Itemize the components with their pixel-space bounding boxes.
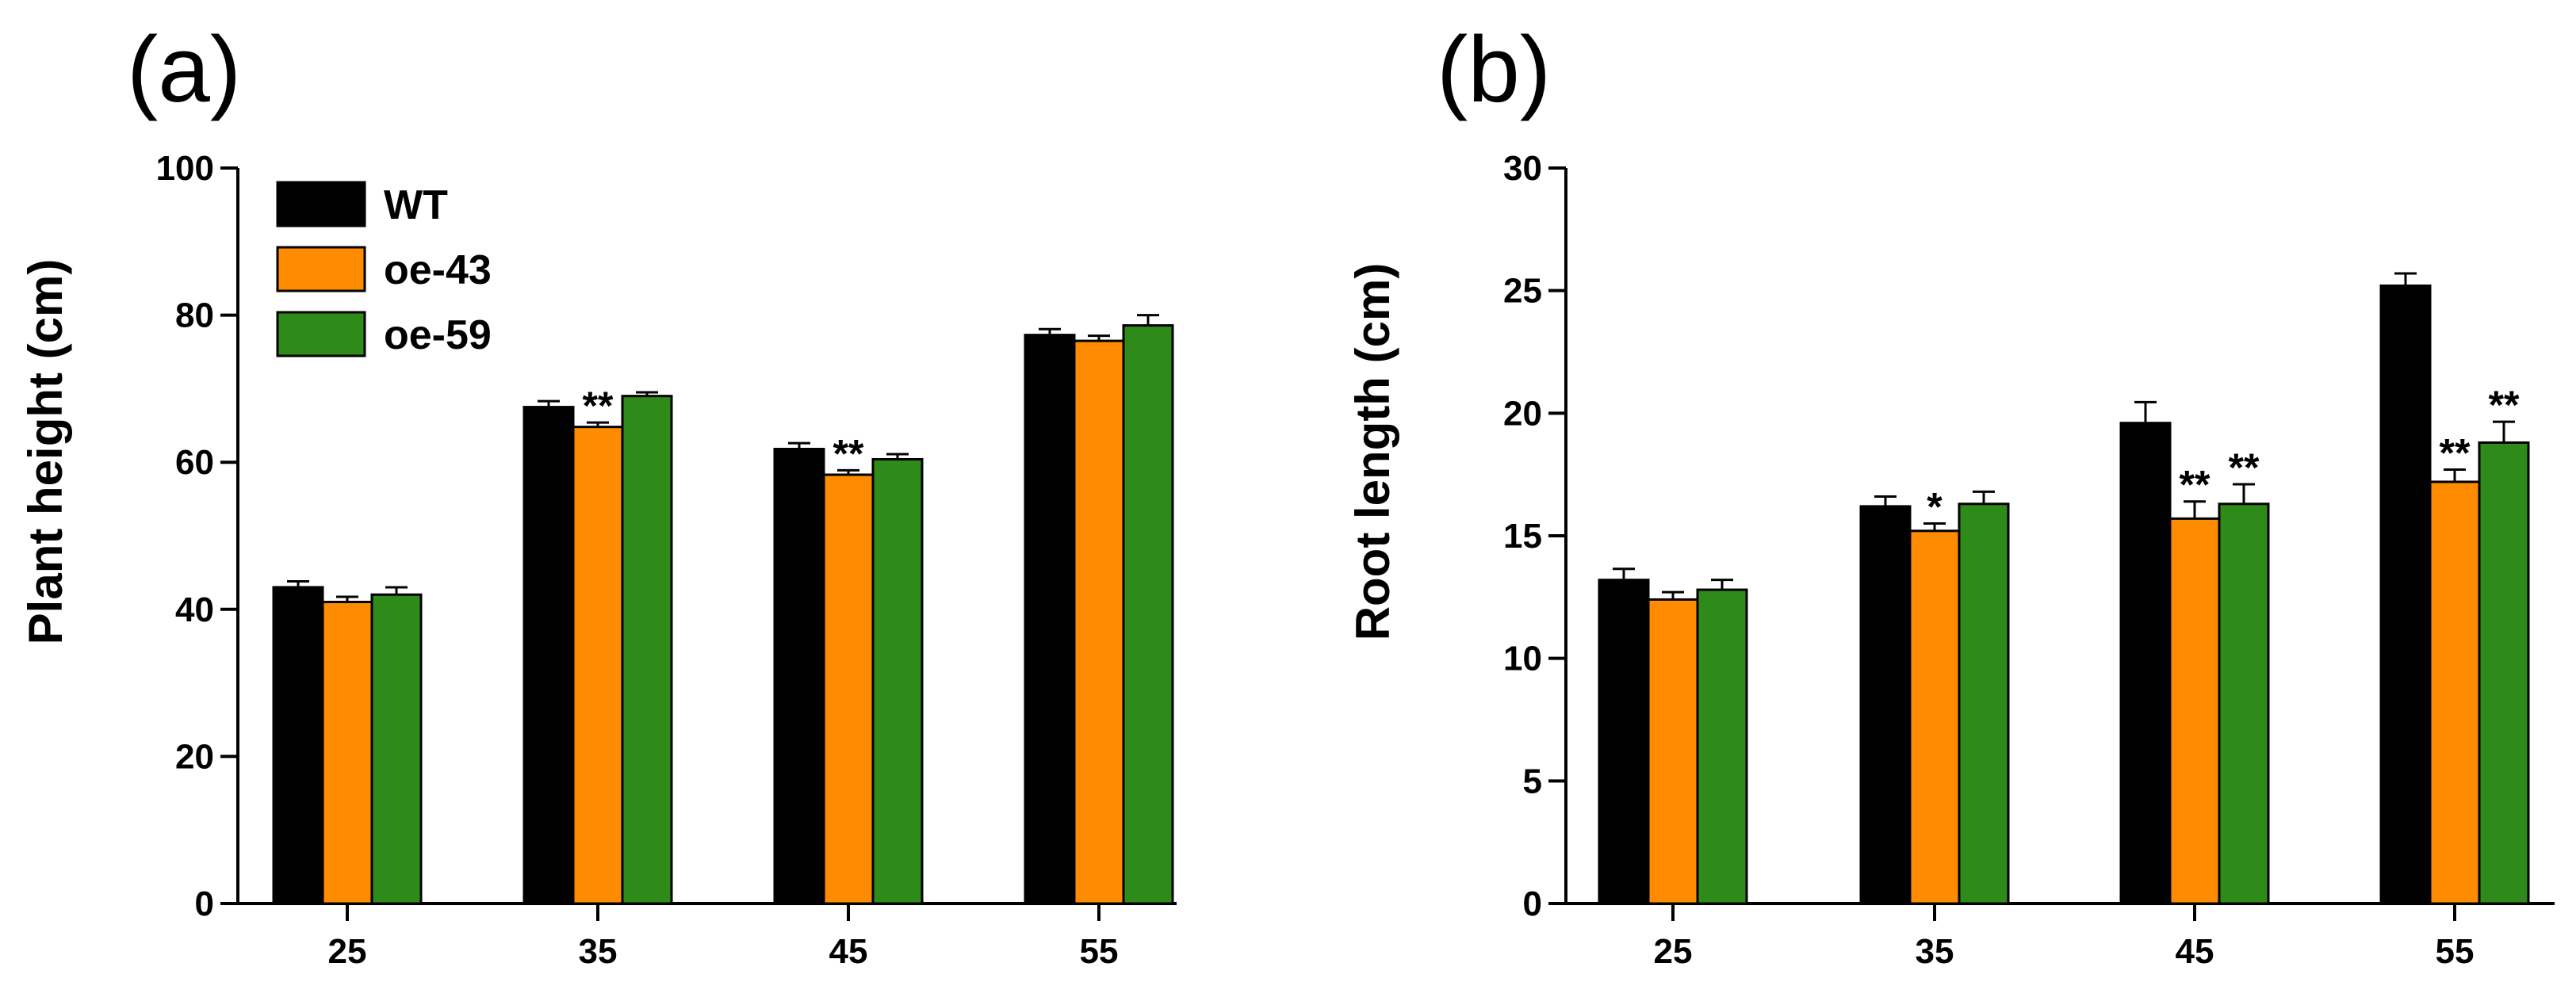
bar-oe-59-25 (1696, 588, 1748, 905)
y-tick-label: 40 (175, 590, 214, 629)
x-tick-label: 25 (328, 932, 367, 971)
ticks-b: 0 5 10 15 20 25 30 25 35 45 55 (1503, 149, 2474, 971)
legend-label-oe-43: oe-43 (384, 247, 492, 293)
legend-swatch-oe-43 (276, 246, 366, 292)
significance-mark: ** (2440, 430, 2471, 475)
y-axis-label-a: Plant height (cm) (19, 259, 72, 645)
y-tick-label: 15 (1503, 517, 1542, 556)
bars-a: ** ** (272, 314, 1174, 905)
significance-mark: * (1927, 485, 1943, 529)
x-tick-label: 45 (2176, 932, 2214, 971)
y-tick-label: 60 (175, 443, 214, 482)
x-tick-label: 55 (1080, 932, 1119, 971)
x-tick-label: 45 (829, 932, 868, 971)
bars-b: * ** ** **** (1598, 272, 2530, 905)
y-tick-label: 5 (1523, 762, 1542, 801)
x-tick-label: 55 (2436, 932, 2475, 971)
bar-oe-59-45 (871, 457, 924, 905)
bar-oe-59-55 (1122, 324, 1174, 905)
y-tick-label: 80 (175, 296, 214, 335)
bar-oe-43-55 (2429, 480, 2481, 905)
panel-b: (b) Root length (cm) 0 5 10 15 20 25 30 25 35 45 5… (1346, 17, 2555, 971)
y-tick-label: 20 (175, 737, 214, 776)
bar-oe-59-35 (1958, 502, 2010, 905)
panel-label-b: (b) (1437, 17, 1551, 122)
bar-wt-35 (1859, 505, 1912, 905)
bar-oe-43-35 (1908, 529, 1961, 905)
bar-oe-43-55 (1073, 339, 1125, 905)
bar-oe-59-45 (2218, 502, 2270, 905)
x-tick-label: 35 (579, 932, 618, 971)
x-tick-label: 25 (1654, 932, 1693, 971)
bar-wt-25 (1598, 579, 1650, 905)
legend-swatch-oe-59 (276, 311, 366, 357)
bar-oe-59-25 (370, 593, 423, 905)
y-tick-label: 30 (1503, 149, 1542, 188)
bar-oe-43-35 (572, 426, 624, 905)
bar-wt-45 (2119, 422, 2172, 905)
y-axis-label-b: Root length (cm) (1346, 263, 1399, 641)
panel-label-a: (a) (127, 17, 241, 122)
y-tick-label: 10 (1503, 640, 1542, 678)
y-tick-label: 100 (156, 149, 214, 188)
bar-oe-43-25 (321, 601, 373, 905)
bar-oe-59-55 (2478, 441, 2530, 905)
significance-mark: ** (2489, 383, 2520, 427)
bar-oe-43-25 (1647, 598, 1699, 905)
bar-oe-59-35 (621, 395, 673, 905)
bar-wt-55 (2379, 284, 2432, 905)
significance-mark: ** (833, 431, 864, 476)
legend: WT oe-43 oe-59 (276, 181, 492, 358)
y-tick-label: 0 (1523, 885, 1542, 923)
bar-wt-45 (773, 447, 825, 905)
x-tick-label: 35 (1916, 932, 1954, 971)
bar-oe-43-45 (822, 473, 875, 905)
y-tick-label: 20 (1503, 394, 1542, 433)
y-tick-label: 25 (1503, 272, 1542, 311)
legend-label-wt: WT (384, 182, 448, 228)
legend-swatch-wt (276, 181, 366, 227)
legend-label-oe-59: oe-59 (384, 312, 492, 358)
ticks-a: 0 20 40 60 80 100 25 35 45 55 (156, 149, 1119, 971)
panel-a: (a) Plant height (cm) 0 20 40 60 80 100 25 35 45… (19, 17, 1177, 971)
bar-wt-25 (272, 586, 324, 905)
bar-wt-35 (522, 406, 575, 905)
significance-mark: ** (583, 384, 614, 428)
bar-wt-55 (1024, 334, 1076, 905)
significance-mark: ** (2180, 463, 2210, 507)
bar-oe-43-45 (2168, 517, 2221, 905)
y-tick-label: 0 (195, 885, 214, 923)
significance-mark: ** (2229, 445, 2260, 490)
